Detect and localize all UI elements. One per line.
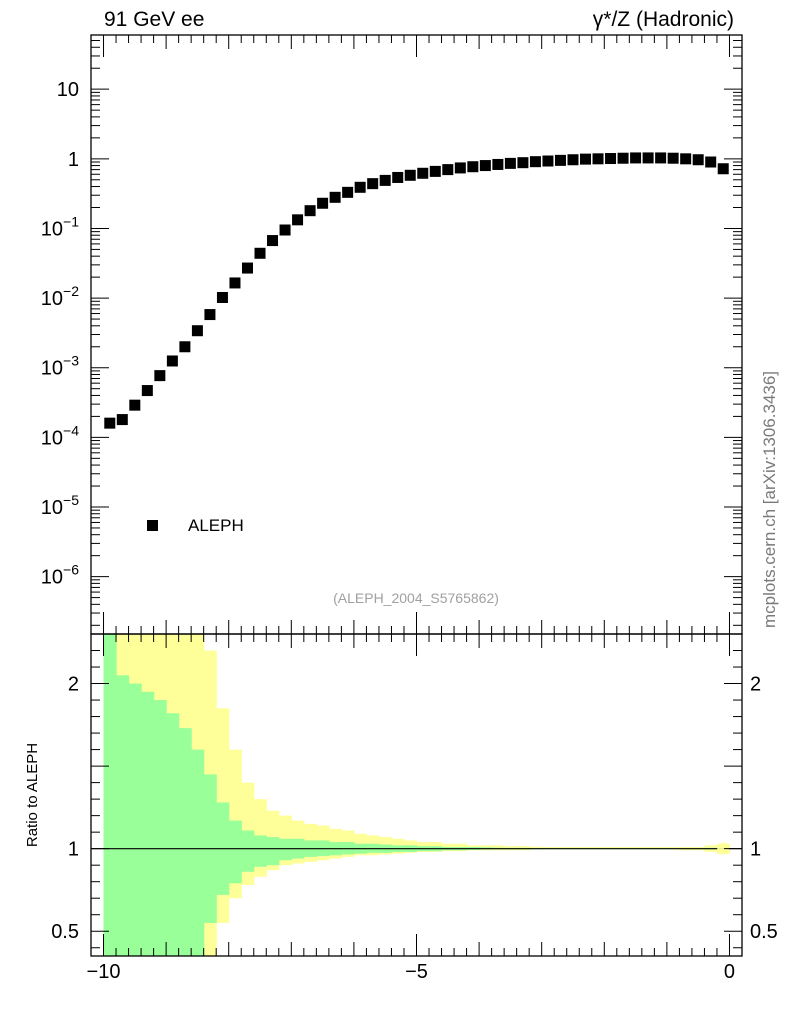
data-point	[116, 414, 128, 426]
data-point	[179, 341, 191, 353]
main-plot-frame	[90, 34, 743, 635]
ratio-band-inner-bin	[141, 691, 155, 956]
data-point	[241, 262, 253, 274]
data-point	[454, 162, 466, 174]
ratio-band-inner-bin	[228, 820, 242, 884]
data-point	[392, 171, 404, 183]
data-point	[692, 154, 704, 166]
data-point	[304, 205, 316, 217]
data-point	[279, 224, 291, 236]
y-tick-label-main: 10−4	[41, 422, 79, 449]
data-point	[429, 165, 441, 177]
ratio-band-inner-bin	[241, 830, 255, 872]
data-point	[592, 153, 604, 165]
data-point	[404, 169, 416, 181]
data-point	[292, 214, 304, 226]
ratio-band-inner-bin	[128, 683, 142, 956]
y-tick-label-main: 10−6	[41, 562, 79, 589]
data-point	[367, 178, 379, 190]
data-point	[667, 152, 679, 164]
ratio-bands	[103, 634, 731, 956]
data-point	[104, 417, 116, 429]
ratio-last-point	[717, 842, 730, 855]
data-point	[605, 153, 617, 165]
data-point	[342, 186, 354, 198]
ratio-band-inner-bin	[166, 713, 180, 956]
y-tick-label-main: 10−3	[41, 353, 79, 380]
analysis-id: (ALEPH_2004_S5765862)	[333, 590, 499, 606]
data-point	[554, 154, 566, 166]
data-point	[517, 157, 529, 169]
data-point	[617, 152, 629, 164]
data-point	[141, 385, 153, 397]
plot-title-right: γ*/Z (Hadronic)	[592, 8, 734, 31]
ratio-reference-line	[91, 842, 742, 855]
y-tick-label-main: 10−1	[41, 213, 79, 240]
data-point	[680, 153, 692, 165]
data-point	[379, 174, 391, 186]
data-point	[655, 152, 667, 164]
data-point	[329, 191, 341, 203]
axis-tick-labels: 10 1 10−1 10−2 10−3 10−4 10−5 10−6 −10 −5 0 0.5 0.5 1…	[41, 79, 778, 983]
y-tick-label-main: 10−2	[41, 283, 79, 310]
y-tick-label-main: 10	[57, 79, 79, 101]
legend-label: ALEPH	[188, 516, 244, 535]
data-point	[191, 325, 203, 337]
ratio-band-inner-bin	[278, 838, 292, 861]
data-point	[417, 167, 429, 179]
data-point	[354, 181, 366, 193]
data-point	[504, 157, 516, 169]
legend-marker	[147, 520, 158, 531]
data-point	[630, 152, 642, 164]
data-point	[154, 370, 166, 382]
data-point	[580, 153, 592, 165]
data-point	[166, 355, 178, 367]
plot-title-left: 91 GeV ee	[104, 8, 205, 31]
ratio-band-inner-bin	[153, 700, 167, 956]
ratio-band-inner-bin	[253, 835, 267, 867]
y-tick-label-ratio: 1	[68, 839, 79, 861]
y-tick-label-ratio: 0.5	[51, 921, 79, 943]
data-point	[542, 155, 554, 167]
data-point	[567, 154, 579, 166]
data-point	[717, 163, 729, 175]
ratio-band-inner-bin	[103, 634, 117, 956]
y-tick-label-ratio-right: 2	[750, 674, 761, 696]
y-tick-label-ratio-right: 0.5	[750, 921, 778, 943]
data-point	[267, 235, 279, 247]
x-tick-label: −5	[405, 961, 428, 983]
ratio-band-inner-bin	[266, 837, 280, 866]
ratio-band-inner-bin	[191, 749, 205, 956]
data-point	[254, 247, 266, 259]
x-tick-label: −10	[87, 961, 121, 983]
legend	[147, 520, 158, 531]
data-point	[492, 158, 504, 170]
data-point	[529, 156, 541, 168]
x-tick-label: 0	[724, 961, 735, 983]
data-point	[229, 277, 241, 289]
data-point	[705, 156, 717, 168]
axis-ticks	[91, 34, 742, 956]
ratio-y-axis-label: Ratio to ALEPH	[24, 742, 41, 848]
y-tick-label-ratio: 2	[68, 674, 79, 696]
data-point	[216, 291, 228, 303]
data-point	[467, 161, 479, 173]
data-point	[317, 197, 329, 209]
ratio-band-inner-bin	[178, 728, 192, 956]
watermark: mcplots.cern.ch [arXiv:1306.3436]	[760, 370, 779, 628]
y-tick-label-ratio-right: 1	[750, 839, 761, 861]
data-point	[442, 164, 454, 176]
main-markers	[104, 152, 729, 429]
ratio-band-inner-bin	[116, 675, 130, 956]
y-tick-label-main: 1	[68, 149, 79, 171]
data-point	[129, 399, 141, 411]
y-tick-label-main: 10−5	[41, 492, 79, 519]
data-point	[204, 309, 216, 321]
data-point	[642, 152, 654, 164]
data-point	[479, 160, 491, 172]
